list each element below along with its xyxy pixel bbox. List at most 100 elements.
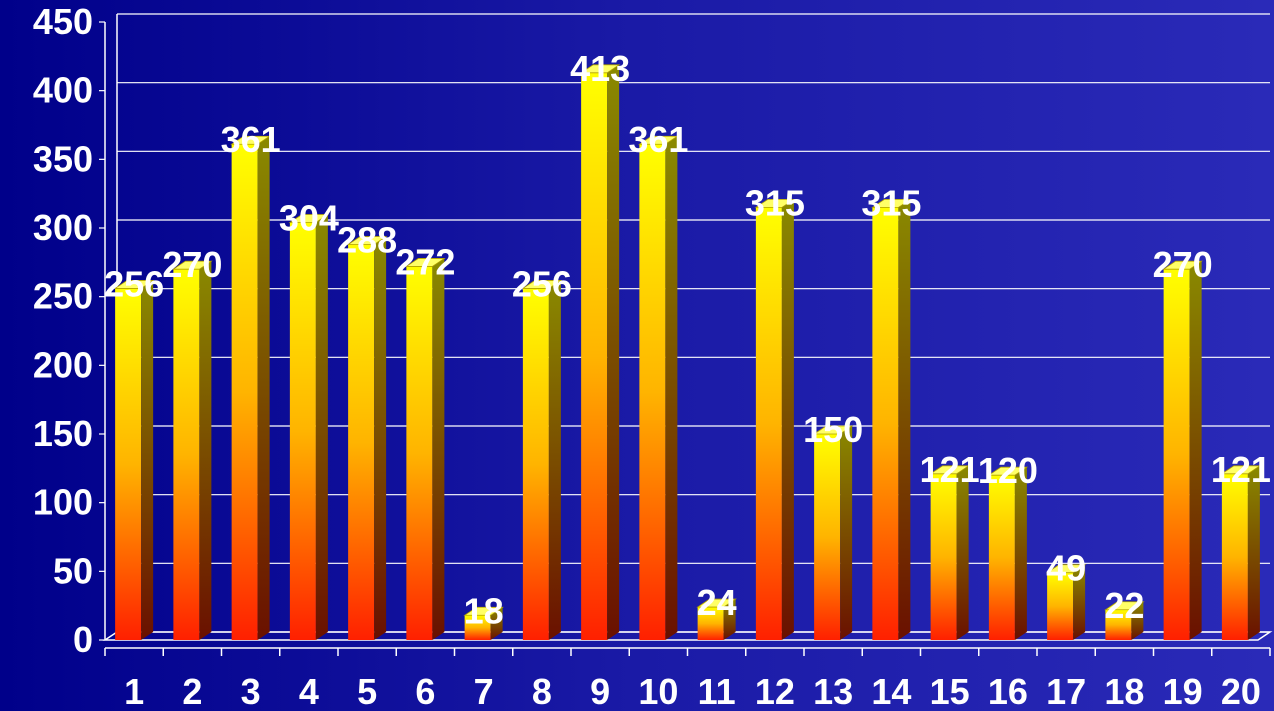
bar (638, 135, 679, 640)
bar-side (781, 199, 794, 640)
y-tick-label: 0 (73, 619, 93, 660)
bar-side (1131, 601, 1144, 640)
x-tick-label: 8 (532, 671, 552, 711)
bar-front (1163, 269, 1190, 640)
y-tick-label: 350 (33, 138, 93, 179)
bar (871, 198, 912, 640)
bar-top (812, 425, 854, 435)
bar-side (665, 136, 678, 640)
x-tick-label: 6 (415, 671, 435, 711)
data-label: 49 (1046, 548, 1086, 589)
y-tick-label: 100 (33, 482, 93, 523)
bar (113, 280, 155, 640)
bar-front (406, 266, 433, 640)
bar-top (405, 258, 446, 267)
bar-top (1104, 601, 1145, 611)
data-label: 272 (395, 241, 455, 282)
bar-top (579, 64, 621, 74)
bar-side (1073, 564, 1086, 640)
x-tick-label: 20 (1221, 671, 1261, 711)
bar-top (346, 236, 388, 245)
x-tick-label: 2 (182, 671, 202, 711)
bar-front (348, 244, 375, 641)
bar (929, 465, 970, 640)
x-tick-label: 15 (930, 671, 970, 711)
data-label: 256 (512, 263, 572, 304)
bar (754, 198, 796, 640)
bar-side (548, 280, 561, 640)
bar-front (1047, 572, 1074, 640)
data-label: 315 (745, 182, 805, 223)
bar-top (1045, 564, 1087, 574)
bar-front (464, 615, 491, 640)
x-tick-label: 12 (755, 671, 795, 711)
data-label: 270 (162, 244, 222, 285)
bar (1220, 465, 1262, 640)
y-tick-label: 250 (33, 276, 93, 317)
bar-side (723, 599, 736, 640)
bar-top (230, 135, 271, 145)
data-label: 270 (1153, 244, 1213, 285)
bar (812, 425, 854, 640)
bar-side (490, 607, 503, 640)
data-label: 22 (1104, 585, 1144, 626)
bar-top (871, 198, 912, 208)
bar-front (872, 207, 899, 640)
x-tick-label: 18 (1104, 671, 1144, 711)
bar-side (840, 426, 853, 640)
data-label: 120 (978, 450, 1038, 491)
bar-top (1220, 465, 1262, 475)
bar-top (172, 260, 213, 270)
bar-top (521, 280, 563, 289)
bar-top (113, 280, 155, 289)
bar (1045, 564, 1087, 640)
x-tick-label: 7 (474, 671, 494, 711)
x-tick-label: 16 (988, 671, 1028, 711)
y-tick-label: 400 (33, 70, 93, 111)
data-label: 304 (279, 198, 339, 239)
bar-front (289, 222, 316, 641)
bar-top (929, 465, 970, 475)
bar (579, 64, 621, 640)
bar (1104, 601, 1145, 640)
bar (1162, 260, 1203, 640)
bar-side (1189, 261, 1202, 640)
bar (463, 606, 504, 640)
x-tick-label: 19 (1163, 671, 1203, 711)
x-tick-label: 11 (698, 671, 736, 711)
x-tick-label: 9 (590, 671, 610, 711)
x-tick-label: 3 (241, 671, 261, 711)
bar-side (141, 280, 154, 640)
bar (288, 214, 330, 641)
bar-side (315, 214, 328, 641)
bar-side (1247, 465, 1260, 640)
bar-front (697, 607, 724, 640)
bar (346, 236, 388, 641)
data-label: 150 (803, 409, 863, 450)
axes (99, 14, 1273, 656)
bar-top (754, 198, 796, 208)
data-label: 256 (104, 263, 164, 304)
bar-side (257, 136, 270, 640)
data-label: 121 (920, 449, 980, 490)
bar-front (988, 475, 1015, 640)
data-label: 361 (221, 119, 281, 160)
bar-front (115, 288, 142, 640)
bar-top (288, 214, 330, 223)
bar (987, 466, 1029, 640)
bar-front (1221, 473, 1248, 640)
bar (230, 135, 271, 640)
bar-side (898, 199, 911, 640)
x-tick-label: 14 (871, 671, 911, 711)
bar-side (956, 465, 969, 640)
data-label: 315 (861, 182, 921, 223)
x-tick-label: 5 (357, 671, 377, 711)
bar-side (607, 64, 620, 640)
bar-side (432, 258, 445, 640)
bar (405, 258, 446, 640)
bar-front (173, 269, 200, 640)
y-tick-label: 50 (53, 550, 93, 591)
bar-front (1105, 609, 1132, 640)
bar (521, 280, 563, 640)
